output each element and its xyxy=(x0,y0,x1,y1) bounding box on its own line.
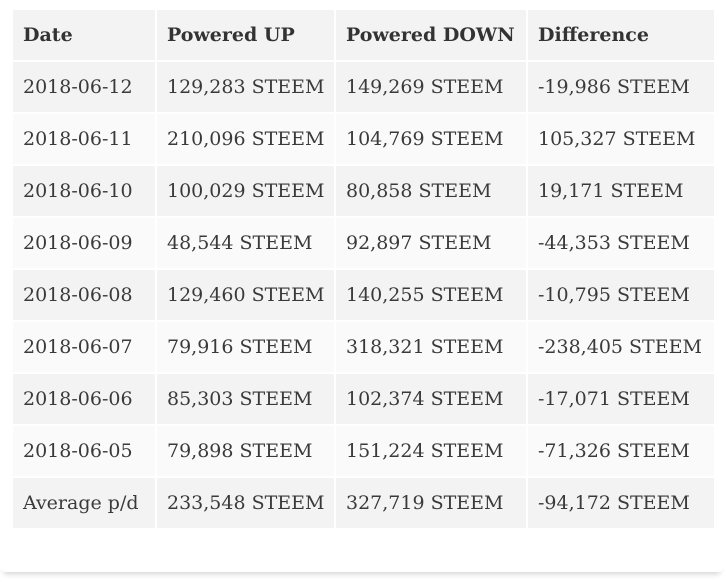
cell-date: 2018-06-12 xyxy=(13,62,155,112)
cell-difference: 105,327 STEEM xyxy=(528,114,714,164)
cell-difference: -10,795 STEEM xyxy=(528,270,714,320)
cell-difference: -94,172 STEEM xyxy=(528,478,714,528)
cell-date: Average p/d xyxy=(13,478,155,528)
table-body: 2018-06-12 129,283 STEEM 149,269 STEEM -… xyxy=(13,62,714,528)
content-card: Date Powered UP Powered DOWN Difference … xyxy=(11,8,716,530)
cell-powered-up: 129,283 STEEM xyxy=(157,62,334,112)
table-row: 2018-06-06 85,303 STEEM 102,374 STEEM -1… xyxy=(13,374,714,424)
cell-date: 2018-06-05 xyxy=(13,426,155,476)
cell-date: 2018-06-06 xyxy=(13,374,155,424)
table-row: 2018-06-10 100,029 STEEM 80,858 STEEM 19… xyxy=(13,166,714,216)
header-difference: Difference xyxy=(528,10,714,60)
table-header: Date Powered UP Powered DOWN Difference xyxy=(13,10,714,60)
table-row: 2018-06-08 129,460 STEEM 140,255 STEEM -… xyxy=(13,270,714,320)
cell-difference: -238,405 STEEM xyxy=(528,322,714,372)
cell-powered-down: 92,897 STEEM xyxy=(336,218,526,268)
header-date: Date xyxy=(13,10,155,60)
cell-date: 2018-06-09 xyxy=(13,218,155,268)
cell-date: 2018-06-11 xyxy=(13,114,155,164)
table-row: 2018-06-07 79,916 STEEM 318,321 STEEM -2… xyxy=(13,322,714,372)
cell-powered-down: 80,858 STEEM xyxy=(336,166,526,216)
cell-powered-down: 149,269 STEEM xyxy=(336,62,526,112)
cell-difference: -17,071 STEEM xyxy=(528,374,714,424)
cell-powered-up: 129,460 STEEM xyxy=(157,270,334,320)
cell-difference: -44,353 STEEM xyxy=(528,218,714,268)
cell-difference: -71,326 STEEM xyxy=(528,426,714,476)
cell-date: 2018-06-07 xyxy=(13,322,155,372)
table-row: 2018-06-05 79,898 STEEM 151,224 STEEM -7… xyxy=(13,426,714,476)
table-row: 2018-06-09 48,544 STEEM 92,897 STEEM -44… xyxy=(13,218,714,268)
cell-date: 2018-06-10 xyxy=(13,166,155,216)
cell-difference: 19,171 STEEM xyxy=(528,166,714,216)
cell-powered-down: 102,374 STEEM xyxy=(336,374,526,424)
header-powered-down: Powered DOWN xyxy=(336,10,526,60)
cell-powered-up: 79,898 STEEM xyxy=(157,426,334,476)
cell-powered-down: 140,255 STEEM xyxy=(336,270,526,320)
cell-powered-up: 85,303 STEEM xyxy=(157,374,334,424)
cell-powered-up: 233,548 STEEM xyxy=(157,478,334,528)
cell-powered-up: 48,544 STEEM xyxy=(157,218,334,268)
cell-difference: -19,986 STEEM xyxy=(528,62,714,112)
table-row: 2018-06-12 129,283 STEEM 149,269 STEEM -… xyxy=(13,62,714,112)
header-powered-up: Powered UP xyxy=(157,10,334,60)
table-row-average: Average p/d 233,548 STEEM 327,719 STEEM … xyxy=(13,478,714,528)
cell-powered-down: 327,719 STEEM xyxy=(336,478,526,528)
cell-powered-down: 104,769 STEEM xyxy=(336,114,526,164)
cell-powered-up: 79,916 STEEM xyxy=(157,322,334,372)
cell-date: 2018-06-08 xyxy=(13,270,155,320)
cell-powered-up: 100,029 STEEM xyxy=(157,166,334,216)
table-row: 2018-06-11 210,096 STEEM 104,769 STEEM 1… xyxy=(13,114,714,164)
cell-powered-up: 210,096 STEEM xyxy=(157,114,334,164)
cell-powered-down: 151,224 STEEM xyxy=(336,426,526,476)
cell-powered-down: 318,321 STEEM xyxy=(336,322,526,372)
steem-power-table: Date Powered UP Powered DOWN Difference … xyxy=(11,8,716,530)
header-row: Date Powered UP Powered DOWN Difference xyxy=(13,10,714,60)
